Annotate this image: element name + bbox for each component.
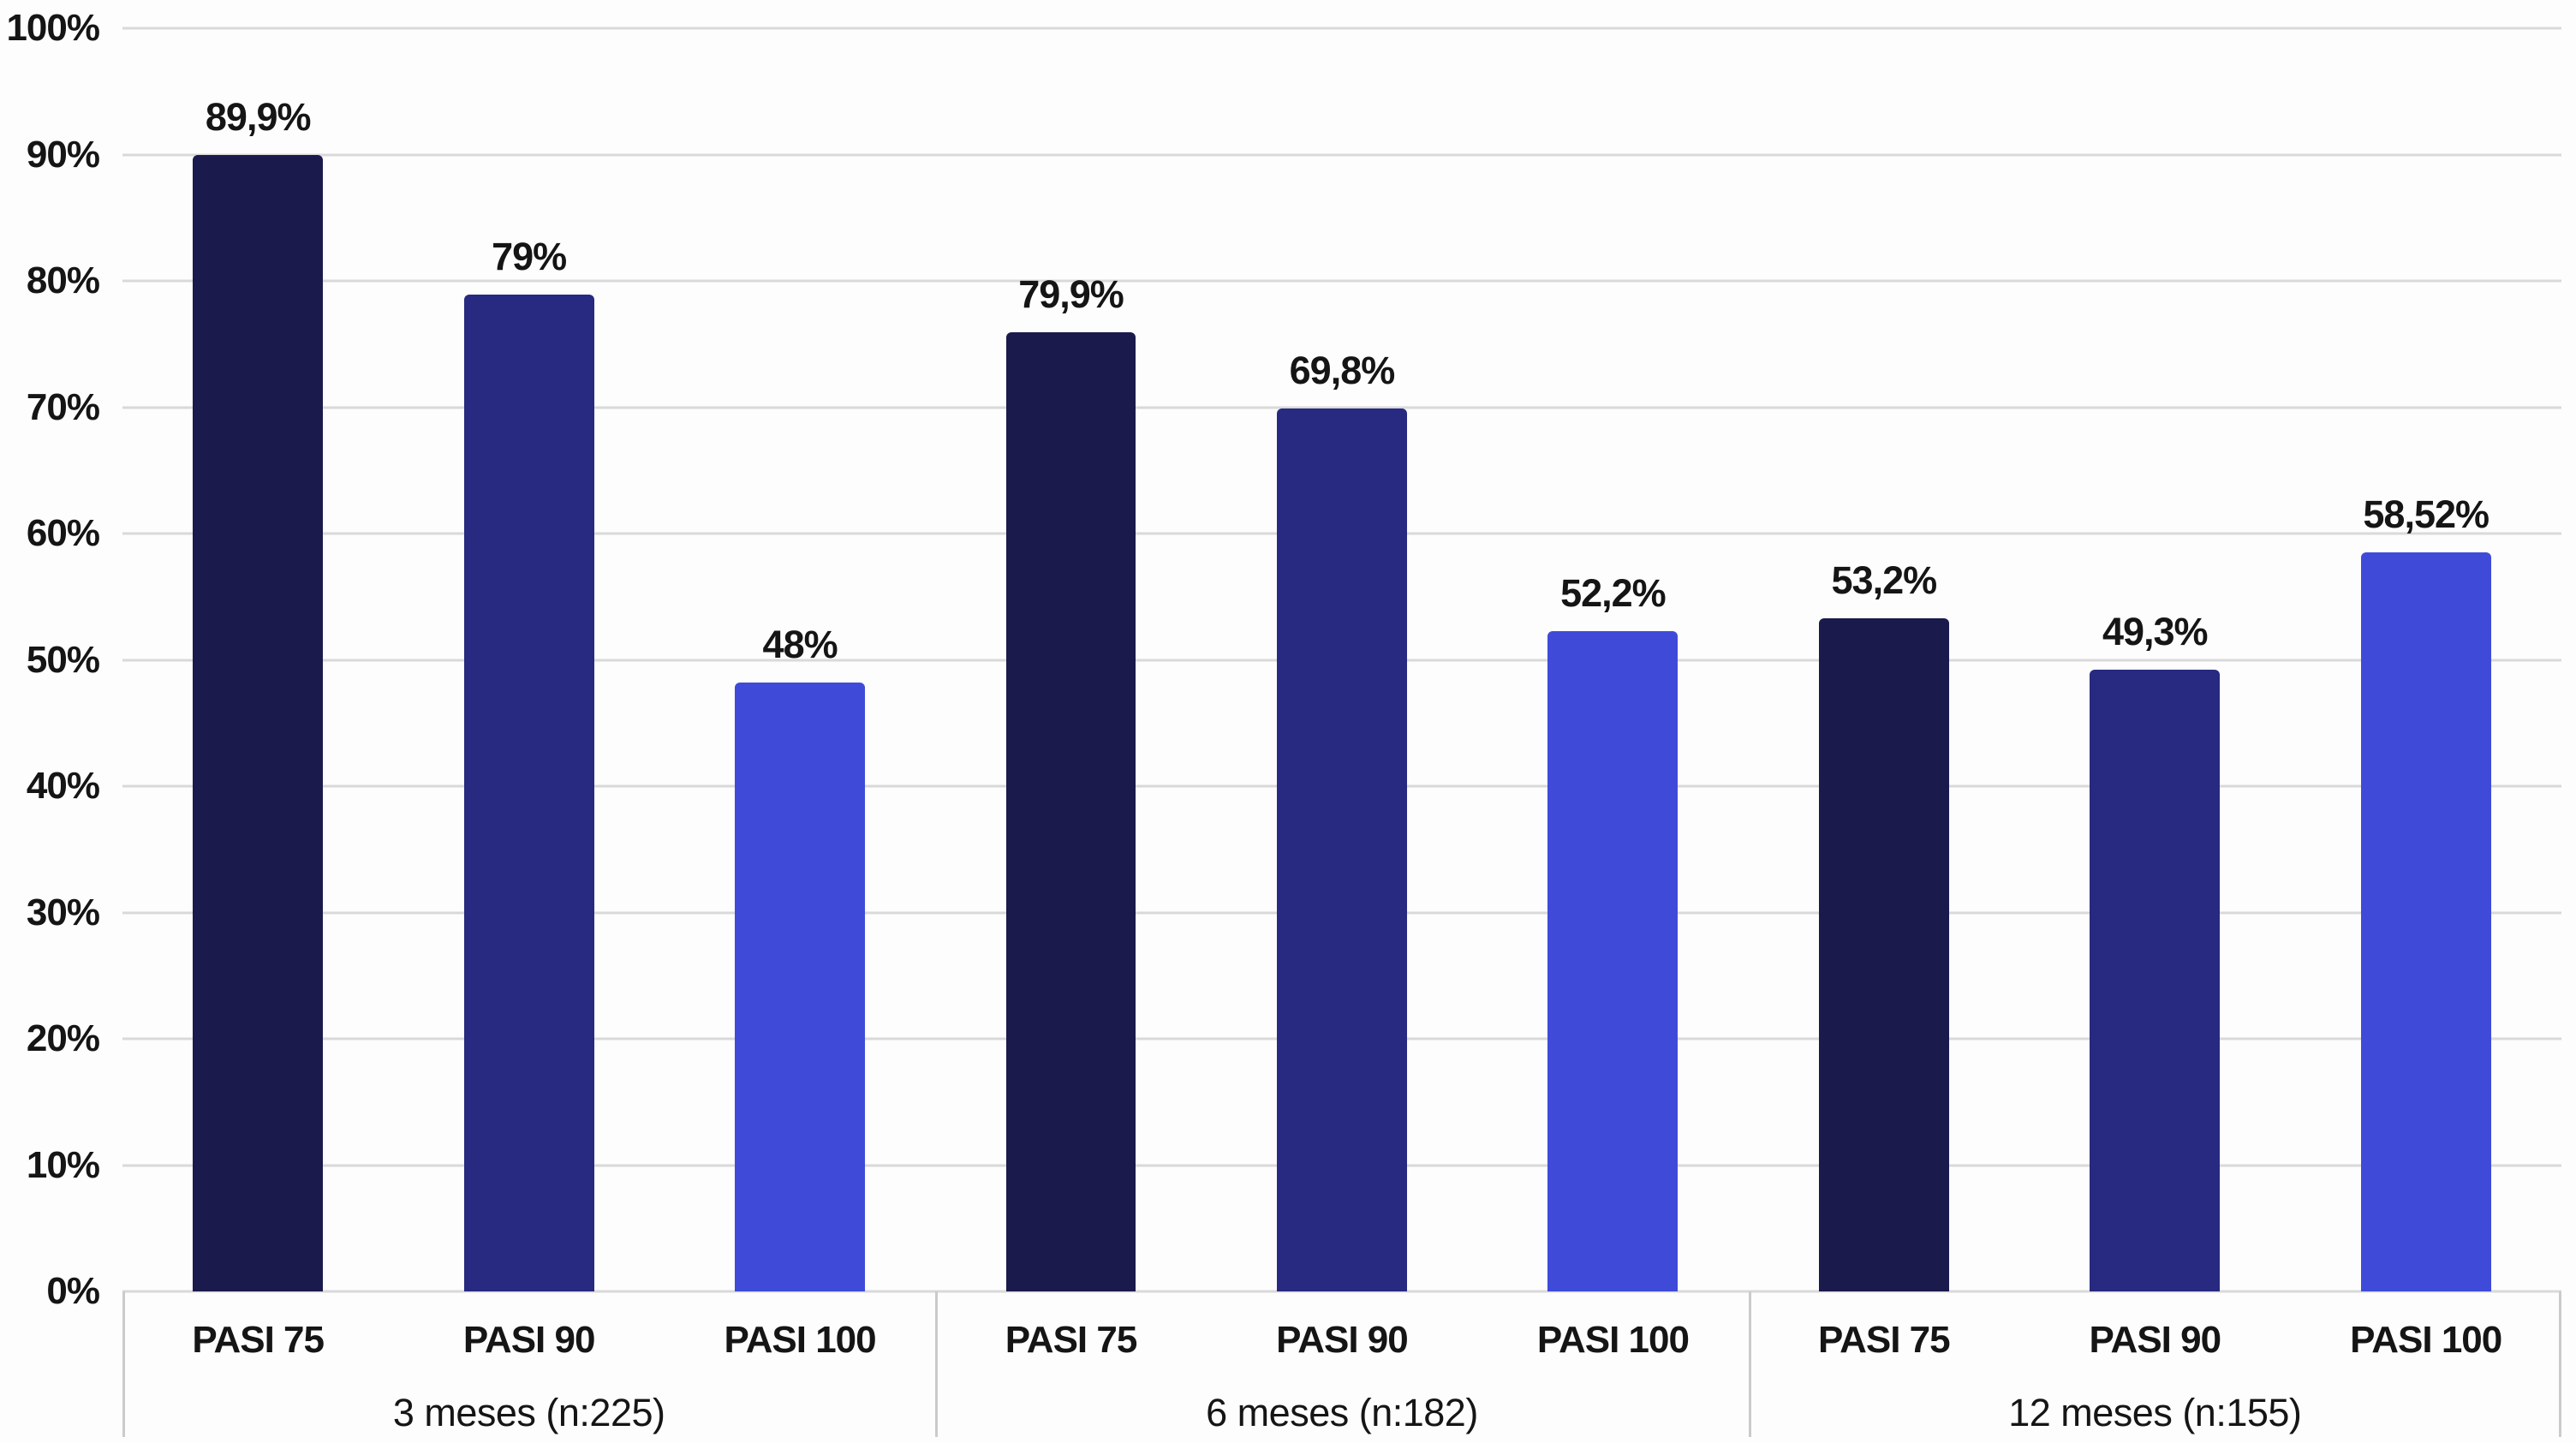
bar-value-label: 53,2%: [1831, 558, 1938, 602]
group-label-row: 3 meses (n:225) 6 meses (n:182) 12 meses (…: [122, 1291, 2561, 1435]
group-label: 6 meses (n:182): [1206, 1391, 1478, 1434]
category-label: PASI 90: [462, 1319, 596, 1361]
bar: [1277, 408, 1407, 1291]
gridline: [122, 1290, 2561, 1293]
bar-slot: 58,52%: [2291, 28, 2561, 1291]
category-label: PASI 90: [1276, 1319, 1409, 1361]
bar-value-label: 79%: [492, 235, 567, 279]
bar-slot: 69,8%: [1207, 28, 1477, 1291]
y-axis-tick-label: 40%: [26, 765, 100, 807]
bar-value-label: 89,9%: [205, 94, 312, 139]
y-axis-tick-label: 20%: [26, 1017, 100, 1059]
bar-value-label: 79,9%: [1018, 272, 1124, 317]
category-label-row: PASI 75 PASI 90 PASI 100 PASI 75 PASI 90 PASI…: [122, 1291, 2561, 1362]
y-axis: 0% 10% 20% 30% 40% 50% 60% 70% 80% 90% 100%: [0, 7, 104, 1312]
axis-divider: [2559, 1291, 2561, 1437]
axis-divider: [122, 1291, 125, 1437]
y-axis-tick-label: 50%: [26, 638, 100, 681]
bar-value-label: 49,3%: [2102, 610, 2209, 654]
category-label: PASI 90: [2089, 1319, 2221, 1361]
y-axis-tick-label: 0%: [46, 1270, 100, 1312]
bar-value-label: 69,8%: [1289, 348, 1396, 392]
bar-value-label: 58,52%: [2363, 492, 2490, 537]
category-label: PASI 75: [1005, 1319, 1138, 1361]
category-label: PASI 100: [724, 1319, 877, 1361]
bar: [2360, 552, 2491, 1291]
y-axis-tick-label: 10%: [26, 1143, 100, 1186]
category-label: PASI 75: [192, 1319, 325, 1361]
bar: [1818, 617, 1949, 1291]
gridline: [122, 406, 2561, 408]
bar: [1547, 630, 1679, 1291]
axis-divider: [935, 1291, 939, 1437]
bar: [2090, 670, 2221, 1291]
category-label: PASI 100: [1536, 1319, 1690, 1361]
bar: [463, 295, 594, 1291]
bar-slot: 89,9%: [122, 28, 393, 1291]
y-axis-tick-label: 60%: [26, 512, 100, 554]
bar-value-label: 52,2%: [1560, 570, 1667, 615]
category-label: PASI 100: [2350, 1319, 2502, 1361]
plot-area: 89,9% 79% 48% 79,9% 69,8% 52,2% 53,2% 49…: [122, 27, 2561, 1293]
category-label: PASI 75: [1818, 1319, 1951, 1361]
gridline: [122, 279, 2561, 283]
group-label: 3 meses (n:225): [392, 1391, 665, 1434]
bars-container: 89,9% 79% 48% 79,9% 69,8% 52,2% 53,2% 49…: [122, 28, 2561, 1291]
bar-slot: 49,3%: [2019, 28, 2290, 1291]
bar-slot: 48%: [665, 28, 935, 1291]
bar-slot: 79%: [393, 28, 664, 1291]
bar-slot: 52,2%: [1477, 28, 1748, 1291]
y-axis-tick-label: 80%: [26, 259, 100, 301]
axis-divider: [1748, 1291, 1751, 1437]
y-axis-tick-label: 70%: [26, 385, 100, 428]
bar-slot: 53,2%: [1749, 28, 2019, 1291]
y-axis-tick-label: 90%: [26, 133, 100, 176]
group-label: 12 meses (n:155): [2008, 1391, 2302, 1434]
y-axis-tick-label: 30%: [26, 891, 100, 933]
y-axis-tick-label: 100%: [6, 7, 100, 49]
x-axis: PASI 75 PASI 90 PASI 100 PASI 75 PASI 90 PASI…: [122, 1291, 2561, 1440]
bar-value-label: 48%: [762, 623, 838, 667]
gridline: [122, 153, 2561, 156]
bar: [193, 154, 324, 1291]
bar: [1005, 332, 1136, 1291]
bar-slot: 79,9%: [935, 28, 1206, 1291]
bar: [735, 683, 866, 1291]
gridline: [122, 27, 2561, 30]
